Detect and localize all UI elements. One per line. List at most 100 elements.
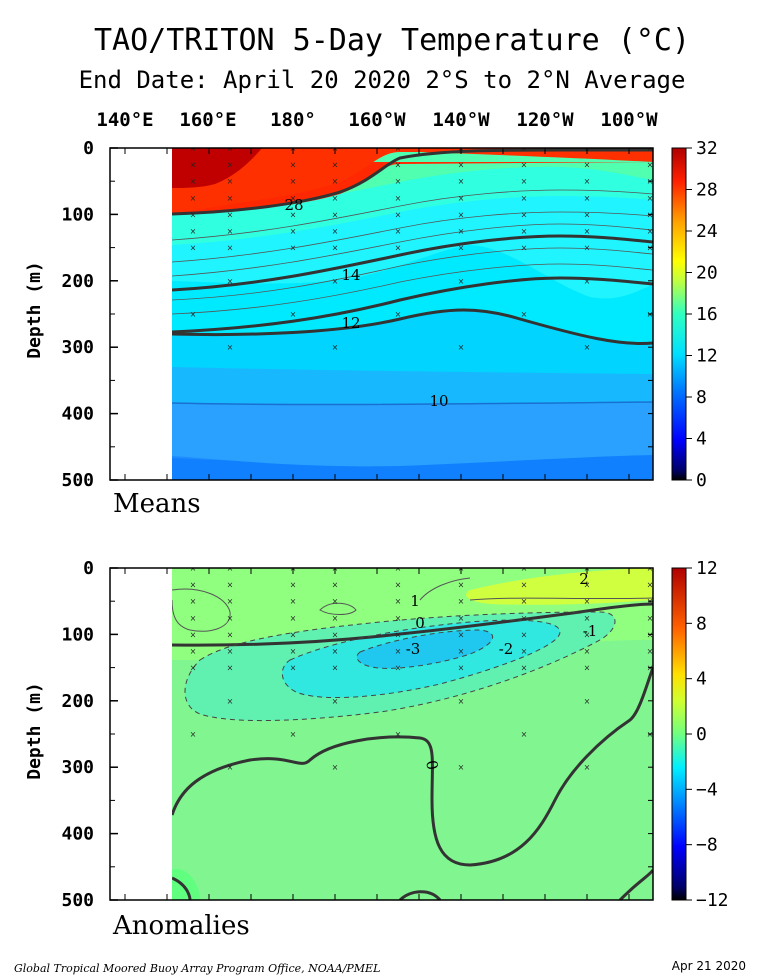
anom-obs-mark: × <box>395 647 402 656</box>
means-obs-mark: × <box>290 161 297 170</box>
anom-obs-mark: × <box>458 664 465 673</box>
anom-obs-mark: × <box>521 630 528 639</box>
longitude-labels: 140°E 160°E 180° 160°W 140°W 120°W 100°W <box>96 109 658 131</box>
means-contour-label-28: 28 <box>284 196 303 214</box>
anom-obs-mark: × <box>584 614 591 623</box>
anom-obs-mark: × <box>395 597 402 606</box>
anom-band-plus-2 <box>466 568 653 605</box>
means-obs-mark: × <box>521 177 528 186</box>
means-obs-mark: × <box>290 244 297 253</box>
cb-tick-label-12: 12 <box>696 558 718 579</box>
means-obs-mark: × <box>521 210 528 219</box>
means-obs-mark: × <box>190 310 197 319</box>
means-band-11 <box>172 309 653 374</box>
anom-obs-mark: × <box>458 647 465 656</box>
anom-obs-mark: × <box>521 614 528 623</box>
lon-label-140w: 140°W <box>432 109 490 131</box>
lon-label-100w: 100°W <box>600 109 658 131</box>
lon-label-120w: 120°W <box>516 109 574 131</box>
anom-obs-mark: × <box>395 614 402 623</box>
cb-tick-label-0: 0 <box>696 470 707 491</box>
cb-tick-label--8: −8 <box>696 835 718 856</box>
means-obs-mark: × <box>190 161 197 170</box>
means-obs-mark: × <box>227 277 234 286</box>
means-obs-mark: × <box>290 177 297 186</box>
means-band-12 <box>172 244 653 344</box>
anom-obs-mark: × <box>227 630 234 639</box>
means-obs-mark: × <box>290 227 297 236</box>
means-obs-mark: × <box>458 343 465 352</box>
anom-obs-mark: × <box>521 597 528 606</box>
anom-obs-mark: × <box>647 581 654 590</box>
anom-obs-mark: × <box>584 581 591 590</box>
anom-obs-mark: × <box>521 730 528 739</box>
anom-obs-mark: × <box>521 564 528 573</box>
means-obs-mark: × <box>332 343 339 352</box>
anom-obs-mark: × <box>458 581 465 590</box>
means-obs-mark: × <box>521 244 528 253</box>
anom-obs-mark: × <box>395 564 402 573</box>
means-obs-mark: × <box>227 161 234 170</box>
means-obs-mark: × <box>584 177 591 186</box>
y-tick-label-200: 200 <box>61 271 94 292</box>
lon-label-160w: 160°W <box>348 109 406 131</box>
y-tick-label-300: 300 <box>61 337 94 358</box>
means-obs-mark: × <box>458 244 465 253</box>
means-obs-mark: × <box>647 161 654 170</box>
y-tick-label-0: 0 <box>83 138 94 159</box>
means-obs-mark: × <box>521 194 528 203</box>
anom-contour-zero-bottom <box>398 890 442 900</box>
anom-obs-mark: × <box>584 630 591 639</box>
means-obs-mark: × <box>227 194 234 203</box>
means-band-30 <box>172 148 262 188</box>
cb-tick-label-32: 32 <box>696 138 718 159</box>
means-contour-label-10: 10 <box>429 392 448 410</box>
means-panel: × × × × × × × × × × × × × × × × × × × × × × × × × × × × × × × × × × × × × × × ×… <box>24 138 718 519</box>
y-tick-label-100: 100 <box>61 624 94 645</box>
isotherm-14 <box>172 276 653 334</box>
means-obs-mark: × <box>395 310 402 319</box>
means-obs-mark: × <box>227 244 234 253</box>
anom-obs-mark: × <box>290 664 297 673</box>
cb-tick-label-12: 12 <box>696 346 718 367</box>
anom-obs-mark: × <box>227 647 234 656</box>
means-obs-mark: × <box>521 161 528 170</box>
anom-obs-mark: × <box>227 581 234 590</box>
means-colorbar <box>671 147 687 481</box>
means-ylabel: Depth (m) <box>24 261 45 359</box>
footer-credit: Global Tropical Moored Buoy Array Progra… <box>14 962 380 975</box>
anom-obs-mark: × <box>584 763 591 772</box>
anom-obs-mark: × <box>332 763 339 772</box>
anom-obs-mark: × <box>584 597 591 606</box>
means-band-28b <box>172 148 653 214</box>
cb-tick-label-20: 20 <box>696 263 718 284</box>
means-obs-mark: × <box>190 144 197 153</box>
anom-contour-label-0: 0 <box>415 614 425 632</box>
means-obs-mark: × <box>395 144 402 153</box>
y-tick-label-0: 0 <box>83 558 94 579</box>
anom-obs-mark: × <box>290 647 297 656</box>
anom-contour-label-minus-1: -1 <box>583 622 598 640</box>
anom-obs-mark: × <box>584 697 591 706</box>
anom-obs-mark: × <box>290 630 297 639</box>
means-obs-mark: × <box>584 343 591 352</box>
means-obs-mark: × <box>647 194 654 203</box>
means-obs-mark: × <box>584 227 591 236</box>
anom-obs-mark: × <box>521 647 528 656</box>
means-band-10 <box>172 366 653 406</box>
lon-label-140e: 140°E <box>96 109 153 131</box>
means-obs-mark: × <box>290 194 297 203</box>
means-obs-mark: × <box>332 277 339 286</box>
means-obs-mark: × <box>584 161 591 170</box>
anom-contour-label-1: 1 <box>410 592 420 610</box>
anom-obs-mark: × <box>521 581 528 590</box>
means-obs-mark: × <box>584 244 591 253</box>
isotherm-12 <box>172 308 653 345</box>
means-obs-mark: × <box>290 210 297 219</box>
lon-label-180: 180° <box>270 109 316 131</box>
anom-contour-zero-upper <box>172 602 653 647</box>
means-obs-mark: × <box>521 310 528 319</box>
isotherm-10 <box>172 401 653 406</box>
y-tick-label-400: 400 <box>61 404 94 425</box>
means-obs-mark: × <box>647 144 654 153</box>
